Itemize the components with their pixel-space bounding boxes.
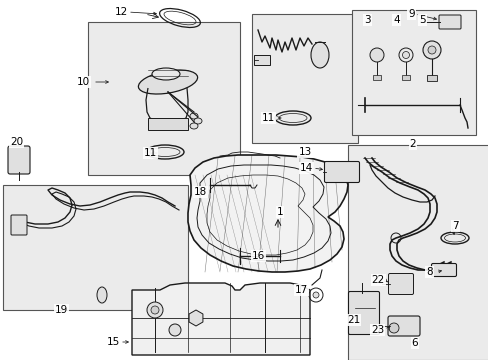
Text: 9: 9 xyxy=(407,9,414,19)
Circle shape xyxy=(147,302,163,318)
Text: 13: 13 xyxy=(298,147,311,157)
FancyBboxPatch shape xyxy=(438,15,460,29)
Circle shape xyxy=(312,292,318,298)
Polygon shape xyxy=(132,283,309,355)
Text: 3: 3 xyxy=(364,15,370,25)
Bar xyxy=(351,10,475,135)
Circle shape xyxy=(388,323,398,333)
Circle shape xyxy=(369,48,383,62)
FancyBboxPatch shape xyxy=(324,162,359,183)
Text: 23: 23 xyxy=(370,325,383,335)
Ellipse shape xyxy=(152,68,180,80)
Circle shape xyxy=(427,46,435,54)
Text: 18: 18 xyxy=(193,187,206,197)
Bar xyxy=(88,22,240,175)
Text: 6: 6 xyxy=(411,338,417,348)
Circle shape xyxy=(422,41,440,59)
Bar xyxy=(347,145,488,360)
Text: 5: 5 xyxy=(419,15,425,25)
Text: 17: 17 xyxy=(294,285,307,295)
FancyBboxPatch shape xyxy=(11,215,27,235)
Text: 16: 16 xyxy=(251,251,264,261)
Bar xyxy=(401,75,409,80)
Text: 15: 15 xyxy=(106,337,120,347)
Text: 14: 14 xyxy=(299,163,312,173)
FancyBboxPatch shape xyxy=(348,292,379,334)
Bar xyxy=(3,185,187,310)
Text: 12: 12 xyxy=(115,7,128,17)
Ellipse shape xyxy=(190,113,198,119)
Text: 8: 8 xyxy=(426,267,432,277)
FancyBboxPatch shape xyxy=(430,264,456,276)
FancyBboxPatch shape xyxy=(387,316,419,336)
Ellipse shape xyxy=(310,42,328,68)
Polygon shape xyxy=(187,155,347,272)
Text: 19: 19 xyxy=(55,305,68,315)
Text: 7: 7 xyxy=(451,221,458,231)
Text: 4: 4 xyxy=(392,15,399,25)
Circle shape xyxy=(151,306,159,314)
Ellipse shape xyxy=(194,118,202,124)
Text: 11: 11 xyxy=(143,148,157,158)
Text: 20: 20 xyxy=(10,137,23,147)
Bar xyxy=(251,14,357,143)
FancyBboxPatch shape xyxy=(8,146,30,174)
Text: 11: 11 xyxy=(261,113,274,123)
Bar xyxy=(148,118,187,130)
Circle shape xyxy=(402,51,408,58)
Ellipse shape xyxy=(97,287,107,303)
Circle shape xyxy=(169,324,181,336)
Text: 21: 21 xyxy=(346,315,359,325)
Bar xyxy=(426,75,436,81)
Ellipse shape xyxy=(190,123,198,129)
Bar xyxy=(253,55,269,65)
Text: 1: 1 xyxy=(276,207,283,217)
FancyBboxPatch shape xyxy=(387,274,413,294)
Bar xyxy=(372,75,380,80)
Text: 10: 10 xyxy=(77,77,90,87)
Text: 2: 2 xyxy=(409,139,415,149)
Ellipse shape xyxy=(138,70,197,94)
Text: 22: 22 xyxy=(371,275,384,285)
